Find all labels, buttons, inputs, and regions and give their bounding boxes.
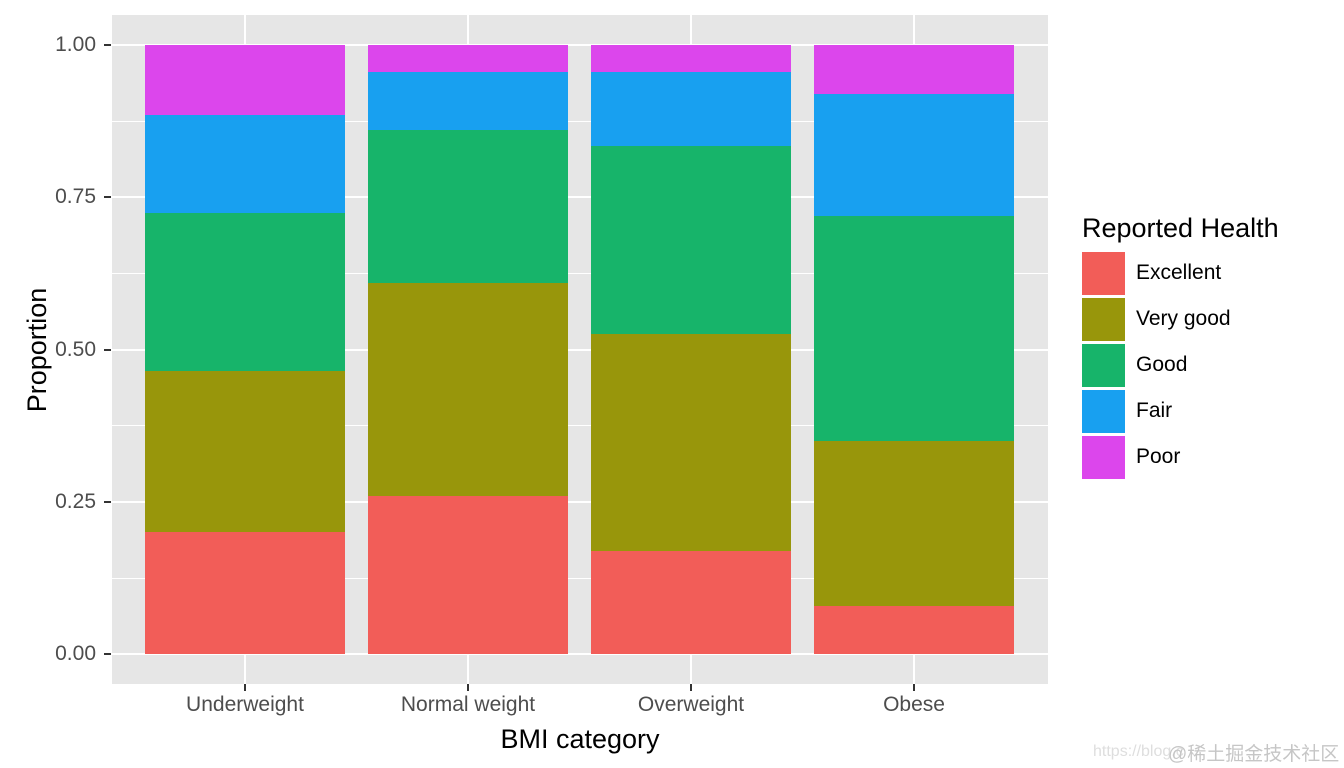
y-tick-mark — [104, 500, 111, 503]
bar-segment-underweight-very-good — [145, 371, 345, 532]
x-axis-title: BMI category — [500, 724, 660, 754]
y-tick-mark — [104, 196, 111, 199]
y-tick-mark — [104, 348, 111, 351]
gridline-major-horizontal — [112, 653, 1048, 656]
bar-segment-overweight-fair — [591, 72, 791, 146]
legend-swatch-good — [1082, 343, 1125, 387]
legend-swatch-excellent — [1082, 251, 1125, 295]
legend-item-poor: Poor — [1082, 434, 1279, 480]
plot-panel — [112, 15, 1048, 684]
legend-label-excellent: Excellent — [1136, 261, 1222, 284]
bar-segment-obese-very-good — [814, 441, 1014, 606]
legend-swatch-very-good — [1082, 297, 1125, 341]
legend-items: Excellent Very good Good Fair Poor — [1082, 250, 1279, 480]
legend-item-very-good: Very good — [1082, 296, 1279, 342]
bar-segment-normal-weight-excellent — [368, 496, 568, 654]
gridline-major-horizontal — [112, 500, 1048, 503]
x-tick-mark — [913, 684, 915, 691]
legend-label-fair: Fair — [1136, 399, 1173, 422]
legend-label-good: Good — [1136, 353, 1188, 376]
gridline-minor-horizontal — [112, 577, 1048, 579]
legend: Reported Health Excellent Very good Good Fa… — [1082, 212, 1279, 480]
legend-swatch-fair — [1082, 389, 1125, 433]
y-tick-label: 0.75 — [55, 185, 96, 209]
legend-item-excellent: Excellent — [1082, 250, 1279, 296]
y-tick-label: 0.25 — [55, 489, 96, 513]
gridline-major-horizontal — [112, 348, 1048, 351]
legend-item-fair: Fair — [1082, 388, 1279, 434]
legend-item-good: Good — [1082, 342, 1279, 388]
bar-segment-normal-weight-fair — [368, 72, 568, 130]
bar-segment-obese-fair — [814, 94, 1014, 216]
x-tick-label: Underweight — [186, 693, 304, 716]
gridline-major-horizontal — [112, 44, 1048, 46]
bar-segment-underweight-fair — [145, 115, 345, 213]
x-tick-mark — [690, 684, 692, 691]
y-tick-mark — [104, 653, 111, 656]
x-tick-mark — [467, 684, 469, 691]
y-tick-label: 0.00 — [55, 642, 96, 666]
bar-segment-normal-weight-very-good — [368, 283, 568, 496]
bar-segment-underweight-poor — [145, 45, 345, 115]
gridline-minor-horizontal — [112, 120, 1048, 122]
bar-segment-normal-weight-good — [368, 130, 568, 283]
gridline-minor-horizontal — [112, 272, 1048, 274]
bar-segment-overweight-excellent — [591, 551, 791, 654]
bar-segment-obese-good — [814, 216, 1014, 441]
x-tick-label: Overweight — [637, 693, 745, 716]
watermark-url: https://blog.c — [1093, 743, 1184, 760]
y-tick-label: 1.00 — [55, 33, 96, 56]
legend-label-poor: Poor — [1136, 445, 1181, 468]
y-tick-mark — [104, 44, 111, 46]
legend-title: Reported Health — [1082, 213, 1279, 243]
x-tick-mark — [244, 684, 246, 691]
bar-segment-normal-weight-poor — [368, 45, 568, 72]
legend-swatch-poor — [1082, 435, 1125, 479]
bar-segment-overweight-poor — [591, 45, 791, 72]
gridline-minor-horizontal — [112, 425, 1048, 427]
y-tick-label: 0.50 — [55, 337, 96, 361]
bar-segment-underweight-excellent — [145, 532, 345, 654]
bar-segment-overweight-good — [591, 146, 791, 334]
bar-segment-underweight-good — [145, 213, 345, 371]
bar-segment-overweight-very-good — [591, 334, 791, 551]
x-tick-label: Normal weight — [400, 693, 536, 716]
x-tick-label: Obese — [883, 693, 945, 716]
bar-segment-obese-excellent — [814, 606, 1014, 654]
gridline-major-horizontal — [112, 196, 1048, 199]
watermark-handle: @稀土掘金技术社区 — [1168, 744, 1340, 765]
legend-label-very-good: Very good — [1136, 307, 1231, 330]
bar-segment-obese-poor — [814, 45, 1014, 94]
